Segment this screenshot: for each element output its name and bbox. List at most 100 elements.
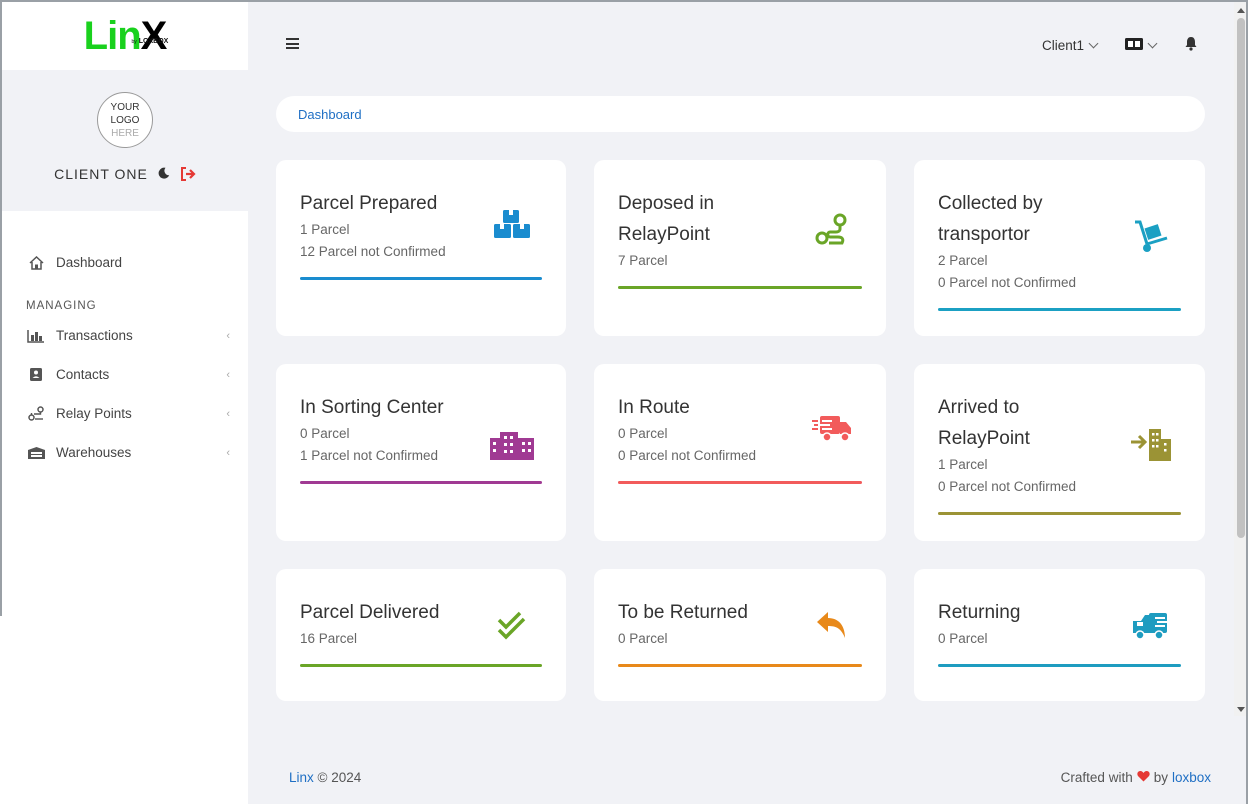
notification-bell-icon[interactable]	[1184, 36, 1198, 54]
card-progress-bar	[300, 481, 542, 484]
topbar-actions: Client1	[1042, 36, 1198, 54]
chevron-left-icon: ‹	[226, 368, 230, 381]
card-collected-by-transportor[interactable]: Collected by transportor 2 Parcel 0 Parc…	[914, 160, 1205, 336]
chevron-down-icon	[1088, 38, 1099, 48]
reply-icon	[810, 605, 854, 645]
route-icon	[810, 210, 854, 250]
scroll-down-arrow-icon[interactable]	[1237, 707, 1245, 712]
breadcrumb: Dashboard	[276, 96, 1205, 132]
footer-copyright: Linx © 2024	[289, 770, 362, 785]
contacts-icon	[26, 367, 46, 383]
warehouse-icon	[26, 445, 46, 461]
sidebar-edge	[0, 616, 3, 804]
card-title: Returning	[938, 602, 1021, 623]
card-count: 0 Parcel	[618, 631, 668, 646]
card-deposed-in-relaypoint[interactable]: Deposed in RelayPoint 7 Parcel	[594, 160, 886, 336]
card-to-be-returned[interactable]: To be Returned 0 Parcel	[594, 569, 886, 701]
card-title: Deposed in RelayPoint	[618, 193, 715, 245]
double-check-icon	[490, 605, 534, 645]
sidebar-item-dashboard[interactable]: Dashboard	[2, 243, 248, 282]
arrive-building-icon	[1129, 424, 1173, 464]
card-title: Parcel Prepared	[300, 193, 438, 214]
card-count: 0 Parcel	[300, 426, 350, 441]
card-title: In Sorting Center	[300, 397, 444, 418]
chevron-down-icon	[1147, 38, 1158, 48]
sidebar-item-relay-points[interactable]: Relay Points ‹	[2, 394, 248, 433]
card-progress-bar	[300, 664, 542, 667]
card-in-route[interactable]: In Route 0 Parcel 0 Parcel not Confirmed	[594, 364, 886, 541]
sidebar: LinX by LOXBOX YOUR LOGO HERE CLIENT ONE…	[0, 0, 248, 804]
card-returning[interactable]: Returning 0 Parcel	[914, 569, 1205, 701]
card-not-confirmed: 0 Parcel not Confirmed	[938, 275, 1077, 290]
building-icon	[490, 424, 534, 464]
card-parcel-prepared[interactable]: Parcel Prepared 1 Parcel 12 Parcel not C…	[276, 160, 566, 336]
client-row: CLIENT ONE	[54, 166, 196, 182]
breadcrumb-dashboard[interactable]: Dashboard	[298, 106, 362, 122]
profile-panel: YOUR LOGO HERE CLIENT ONE	[2, 70, 248, 211]
card-count: 1 Parcel	[300, 222, 350, 237]
card-progress-bar	[618, 481, 862, 484]
card-title: Collected by transportor	[938, 193, 1043, 245]
client-logo: YOUR LOGO HERE	[97, 92, 153, 148]
language-dropdown[interactable]	[1125, 37, 1158, 53]
card-title: Arrived to RelayPoint	[938, 397, 1030, 449]
card-count: 0 Parcel	[938, 631, 988, 646]
dark-mode-icon[interactable]	[158, 166, 170, 182]
menu-toggle-icon[interactable]	[286, 38, 299, 49]
card-count: 0 Parcel	[618, 426, 668, 441]
nav-section-label: MANAGING	[26, 300, 97, 312]
client-name: CLIENT ONE	[54, 166, 148, 182]
footer-brand-link[interactable]: Linx	[289, 770, 314, 785]
card-arrived-to-relaypoint[interactable]: Arrived to RelayPoint 1 Parcel 0 Parcel …	[914, 364, 1205, 541]
scroll-up-arrow-icon[interactable]	[1237, 8, 1245, 13]
chart-icon	[26, 328, 46, 344]
scrollbar[interactable]	[1234, 2, 1248, 716]
card-not-confirmed: 0 Parcel not Confirmed	[938, 479, 1077, 494]
footer-company-link[interactable]: loxbox	[1171, 770, 1211, 785]
home-icon	[26, 255, 46, 271]
footer-credits: Crafted with by loxbox	[1060, 770, 1211, 785]
truck-return-icon	[1129, 605, 1173, 645]
sidebar-item-warehouses[interactable]: Warehouses ‹	[2, 433, 248, 472]
flag-icon	[1125, 37, 1143, 53]
card-progress-bar	[618, 286, 862, 289]
card-progress-bar	[938, 308, 1181, 311]
card-title: Parcel Delivered	[300, 602, 440, 623]
chevron-left-icon: ‹	[226, 407, 230, 420]
heart-icon	[1137, 770, 1150, 785]
card-count: 2 Parcel	[938, 253, 988, 268]
logout-icon[interactable]	[180, 167, 196, 181]
window-right-border	[1246, 0, 1248, 804]
card-parcel-delivered[interactable]: Parcel Delivered 16 Parcel	[276, 569, 566, 701]
card-progress-bar	[618, 664, 862, 667]
card-title: In Route	[618, 397, 690, 418]
card-not-confirmed: 12 Parcel not Confirmed	[300, 244, 446, 259]
client-dropdown[interactable]: Client1	[1041, 37, 1099, 53]
chevron-left-icon: ‹	[226, 446, 230, 459]
sidebar-item-contacts[interactable]: Contacts ‹	[2, 355, 248, 394]
card-progress-bar	[938, 664, 1181, 667]
card-not-confirmed: 1 Parcel not Confirmed	[300, 448, 439, 463]
window-top-border	[0, 0, 1248, 2]
brand[interactable]: LinX by LOXBOX	[2, 2, 248, 70]
card-count: 16 Parcel	[300, 631, 358, 646]
card-progress-bar	[300, 277, 542, 280]
topbar: Client1	[248, 2, 1234, 86]
scrollbar-thumb[interactable]	[1237, 18, 1245, 538]
sidebar-item-transactions[interactable]: Transactions ‹	[2, 316, 248, 355]
brand-logo: LinX by LOXBOX	[83, 14, 169, 58]
card-progress-bar	[938, 512, 1181, 515]
card-not-confirmed: 0 Parcel not Confirmed	[618, 448, 757, 463]
chevron-left-icon: ‹	[226, 329, 230, 342]
card-count: 1 Parcel	[938, 457, 988, 472]
hand-truck-icon	[1129, 216, 1173, 256]
fast-truck-icon	[810, 408, 854, 448]
client-dropdown-label: Client1	[1041, 37, 1084, 53]
boxes-icon	[490, 204, 534, 244]
brand-subtitle: by LOXBOX	[131, 38, 169, 45]
card-title: To be Returned	[618, 602, 748, 623]
sidebar-nav: Dashboard MANAGING Transactions ‹ Contac…	[2, 211, 248, 472]
route-icon	[26, 406, 46, 422]
card-count: 7 Parcel	[618, 253, 668, 268]
card-in-sorting-center[interactable]: In Sorting Center 0 Parcel 1 Parcel not …	[276, 364, 566, 541]
